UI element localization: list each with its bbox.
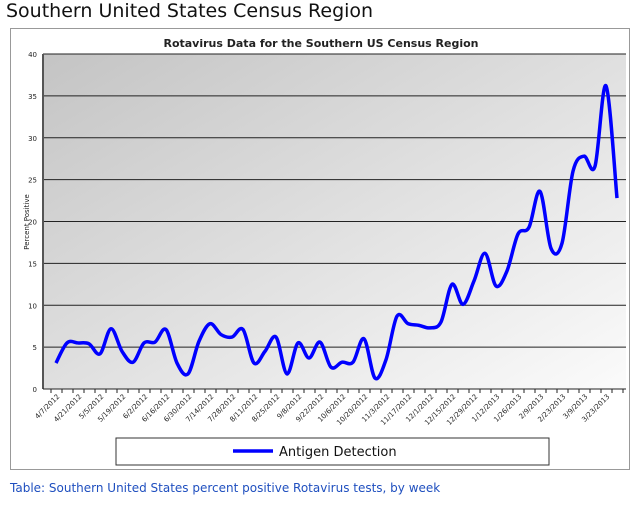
chart-title: Rotavirus Data for the Southern US Censu… xyxy=(163,37,478,50)
chart-frame: Rotavirus Data for the Southern US Censu… xyxy=(10,28,630,470)
page-title: Southern United States Census Region xyxy=(6,0,374,22)
y-tick-label: 40 xyxy=(28,51,37,59)
y-tick-label: 20 xyxy=(28,219,37,227)
rotavirus-line-chart: Rotavirus Data for the Southern US Censu… xyxy=(23,37,626,466)
y-axis-label: Percent Positive xyxy=(23,194,31,250)
y-tick-label: 5 xyxy=(33,344,37,352)
legend-box xyxy=(115,437,550,466)
y-tick-label: 15 xyxy=(28,260,37,268)
y-tick-label: 0 xyxy=(33,386,37,394)
legend-label: Antigen Detection xyxy=(279,445,397,460)
y-tick-label: 35 xyxy=(28,93,37,101)
table-caption: Table: Southern United States percent po… xyxy=(10,481,441,495)
y-tick-label: 25 xyxy=(28,177,37,185)
y-tick-label: 10 xyxy=(28,302,37,310)
y-tick-label: 30 xyxy=(28,135,37,143)
